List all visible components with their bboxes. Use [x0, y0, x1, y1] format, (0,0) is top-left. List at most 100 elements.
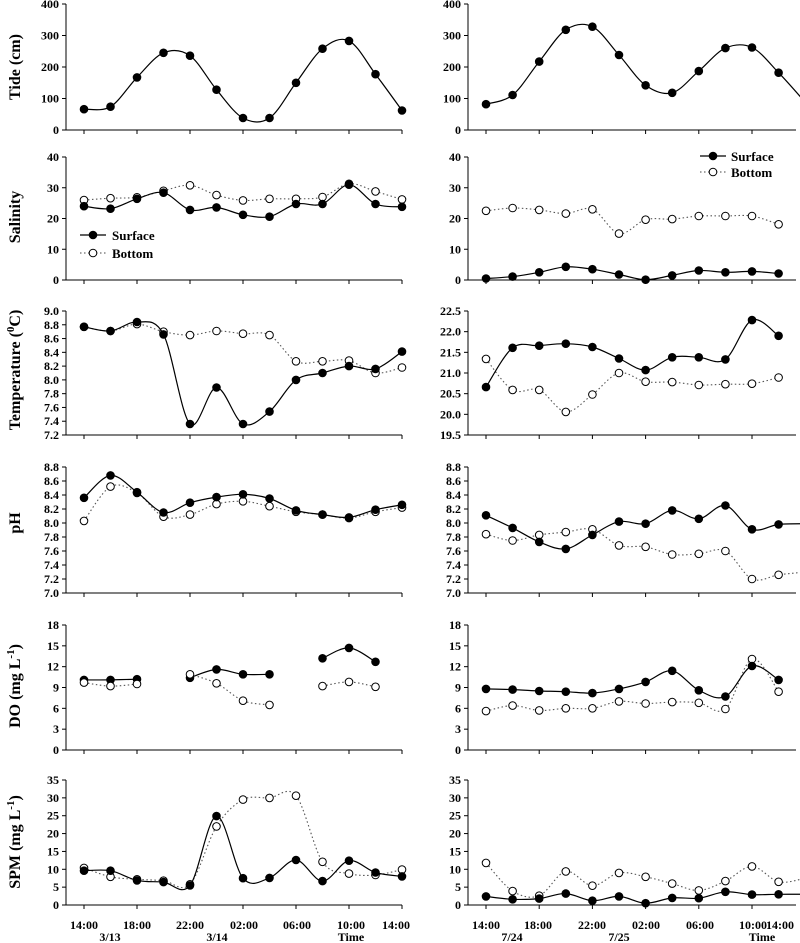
spm-left-bottom-point-8 [291, 791, 301, 801]
ph-left-surface-point-5 [212, 492, 221, 502]
ph-right-ytick-label-5: 8.0 [446, 516, 461, 530]
temperature-right-panel: 19.5 20.0 20.5 21.0 21.5 22.0 22.5 [440, 304, 796, 442]
ph-left-surface-point-6 [238, 490, 248, 499]
temperature-left-ytick-label-5: 8.2 [44, 359, 59, 373]
ph-right-bottom-point-5 [614, 541, 624, 550]
do-right-bottom-point-6 [641, 699, 650, 708]
ph-right-surface-point-10 [747, 525, 757, 534]
tide-right-surface-point-6 [641, 81, 650, 90]
spm-left-surface-point-6 [238, 873, 248, 883]
salinity-right-panel: 0 10 20 30 40 [449, 150, 796, 287]
ph-left-surface-point-11 [371, 505, 380, 515]
salinity-ylabel: Salinity [7, 191, 24, 243]
spm-right-bottom-point-4 [588, 881, 597, 891]
temperature-left-surface-point-6 [238, 419, 248, 429]
ph-right-surface-point-7 [667, 506, 677, 515]
spm-right-surface-point-11 [774, 890, 783, 899]
do-right-bottom-point-2 [534, 706, 544, 715]
do-left-ytick-label-1: 3 [53, 722, 59, 736]
salinity-left-ytick-label-2: 20 [47, 212, 59, 226]
salinity-right-surface-point-11 [774, 269, 783, 278]
spm-left-surface-point-1 [106, 866, 115, 876]
ph-right-surface-point-3 [561, 544, 571, 554]
temperature-left-surface-point-0 [79, 322, 89, 332]
spm-left-ytick-label-4: 20 [47, 827, 59, 841]
do-right-surface-point-7 [667, 666, 677, 676]
salinity-right-bottom-point-4 [588, 205, 597, 214]
spm-left-panel: 0 5 10 15 20 25 30 35 [47, 773, 407, 912]
spm-left-surface-point-12 [397, 872, 407, 881]
salinity-left-bottom-point-1 [106, 193, 115, 203]
do-left-seg1-bottom-point-0 [185, 670, 195, 679]
spm-right-panel: 0 5 10 15 20 25 30 35 [449, 773, 800, 912]
temperature-right-bottom-point-3 [561, 407, 571, 417]
spm-left-bottom-line [83, 790, 403, 889]
ph-left-surface-point-9 [318, 510, 327, 519]
ph-right-surface-point-1 [508, 523, 517, 533]
salinity-left-surface-point-5 [212, 203, 221, 212]
spm-left-surface-point-3 [159, 877, 168, 887]
temperature-left-bottom-point-7 [265, 330, 274, 340]
tide-right-surface-point-8 [694, 66, 704, 76]
do-left-seg2-bottom-point-1 [344, 677, 354, 687]
temperature-right-surface-point-1 [508, 343, 517, 353]
tide-left-surface-point-0 [79, 104, 89, 114]
spm-left-ytick-label-2: 10 [47, 862, 59, 876]
do-left-ytick-label-4: 12 [47, 660, 59, 674]
tide-right-ytick-label-0: 0 [455, 123, 461, 137]
spm-right-bottom-point-10 [747, 862, 757, 871]
temperature-left-surface-point-8 [291, 375, 301, 385]
salinity-left-surface-point-3 [159, 188, 168, 197]
ph-right-bottom-point-10 [747, 574, 757, 584]
spm-left-surface-point-11 [371, 868, 380, 877]
tide-right-surface-point-2 [534, 57, 544, 66]
ph-right-surface-point-4 [588, 530, 597, 540]
salinity-left-surface-point-7 [265, 212, 274, 221]
ph-right-bottom-point-6 [641, 542, 650, 552]
salinity-right-ytick-label-3: 30 [449, 181, 461, 195]
ph-left-ytick-label-6: 8.2 [44, 502, 59, 516]
spm-right-surface-point-8 [694, 893, 704, 903]
temperature-right-bottom-point-1 [508, 385, 517, 395]
do-right-bottom-line [485, 658, 780, 712]
ph-left-bottom-point-6 [238, 497, 248, 506]
tide-left-surface-line [83, 38, 403, 123]
xtick-right-3: 02:00 [632, 918, 660, 932]
spm-ylabel-sup: -1 [5, 801, 17, 810]
do-right-surface-point-1 [508, 685, 517, 694]
salinity-right-bottom-point-5 [614, 229, 624, 238]
spm-right-ytick-label-4: 20 [449, 827, 461, 841]
ph-right-bottom-point-0 [481, 529, 491, 539]
temperature-right-surface-point-10 [747, 315, 757, 325]
spm-right-ytick-label-6: 30 [449, 791, 461, 805]
salinity-right-surface-point-6 [641, 275, 650, 285]
tide-left-surface-point-9 [318, 44, 327, 54]
spm-right-ytick-label-2: 10 [449, 862, 461, 876]
ph-right-ytick-label-2: 7.4 [446, 558, 461, 572]
temperature-right-ytick-label-5: 22.0 [440, 325, 461, 339]
do-right-bottom-point-9 [721, 704, 730, 714]
ph-left-surface-point-0 [79, 493, 89, 503]
tide-left-panel: 0 100 200 300 400 [41, 0, 407, 137]
temperature-left-ytick-label-0: 7.2 [44, 428, 59, 442]
spm-right-bottom-point-7 [667, 879, 677, 888]
xtick-left-2: 22:00 [176, 918, 204, 932]
ph-left-surface-point-8 [291, 506, 301, 515]
spm-left-surface-point-10 [344, 856, 354, 866]
do-right-ytick-label-1: 3 [455, 722, 461, 736]
ph-left-ytick-label-0: 7.0 [44, 586, 59, 600]
temperature-right-surface-point-7 [667, 353, 677, 362]
tide-left-surface-point-5 [212, 85, 221, 94]
date-label-left-1: 3/14 [206, 930, 227, 943]
do-right-bottom-point-0 [481, 706, 491, 716]
do-ylabel-tail: ) [7, 644, 24, 649]
ph-right-ytick-label-7: 8.4 [446, 488, 461, 502]
temperature-left-surface-point-1 [106, 326, 115, 336]
temperature-right-surface-point-3 [561, 339, 571, 349]
legend-bottom-marker [708, 167, 718, 177]
salinity-left-bottom-point-5 [212, 190, 221, 200]
salinity-left-ytick-label-0: 0 [53, 273, 59, 287]
do-left-panel: 0 3 6 9 12 15 18 [47, 618, 403, 757]
spm-right-ytick-label-5: 25 [449, 809, 461, 823]
do-right-ytick-label-0: 0 [455, 743, 461, 757]
